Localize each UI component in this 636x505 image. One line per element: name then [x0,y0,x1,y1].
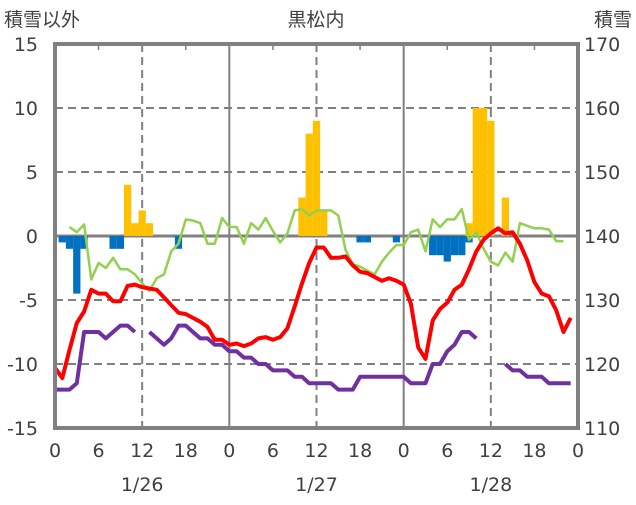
x-tick-label: 12 [479,440,503,462]
bar [356,236,364,243]
bar [80,236,88,249]
bar [465,223,473,236]
bar [131,223,139,236]
left-tick-label: -15 [7,418,38,440]
bar [298,197,306,236]
right-tick-label: 110 [584,418,620,440]
left-tick-label: 5 [26,162,38,184]
bar [443,236,451,262]
right-axis-label: 積雪 [594,9,632,31]
bars [58,108,509,294]
left-tick-label: -5 [19,290,38,312]
bar [320,210,328,236]
bar [487,120,495,236]
bar [312,120,321,236]
left-axis-label: 積雪以外 [4,9,80,31]
plot-frame [53,42,580,430]
x-tick-label: 12 [304,440,328,462]
date-label: 1/27 [295,474,338,496]
x-tick-label: 6 [441,440,453,462]
red-line [53,226,573,381]
bar [145,223,154,236]
bar [501,197,509,236]
bar [436,236,444,256]
x-tick-label: 18 [522,440,546,462]
date-label: 1/28 [469,474,512,496]
right-tick-label: 120 [584,354,620,376]
left-tick-label: 15 [14,34,38,56]
x-tick-label: 0 [572,440,584,462]
bar [116,236,125,249]
x-tick-label: 6 [267,440,279,462]
x-tick-label: 0 [49,440,61,462]
bar [138,210,146,236]
left-tick-label: -10 [7,354,38,376]
bar [479,108,488,236]
bar [305,133,313,236]
right-tick-label: 150 [584,162,620,184]
purple-line [55,323,571,392]
x-tick-label: 6 [93,440,105,462]
x-tick-label: 18 [348,440,372,462]
bar [450,236,459,256]
right-tick-label: 130 [584,290,620,312]
chart-title: 黒松内 [287,9,344,31]
right-tick-label: 140 [584,226,620,248]
left-tick-label: 0 [26,226,38,248]
x-tick-label: 12 [130,440,154,462]
bar [124,184,132,236]
x-tick-label: 18 [174,440,198,462]
bar [458,236,466,256]
plot-border [53,42,580,430]
date-label: 1/26 [121,474,164,496]
left-tick-label: 10 [14,98,38,120]
bar [429,236,437,256]
bar [392,236,401,243]
lines [53,207,573,392]
x-tick-label: 0 [223,440,235,462]
bar [472,108,480,236]
bar [73,236,81,294]
right-tick-label: 160 [584,98,620,120]
bar [363,236,371,243]
x-tick-label: 0 [398,440,410,462]
bar [109,236,117,249]
bar [58,236,66,243]
right-tick-label: 170 [584,34,620,56]
bar [65,236,74,249]
